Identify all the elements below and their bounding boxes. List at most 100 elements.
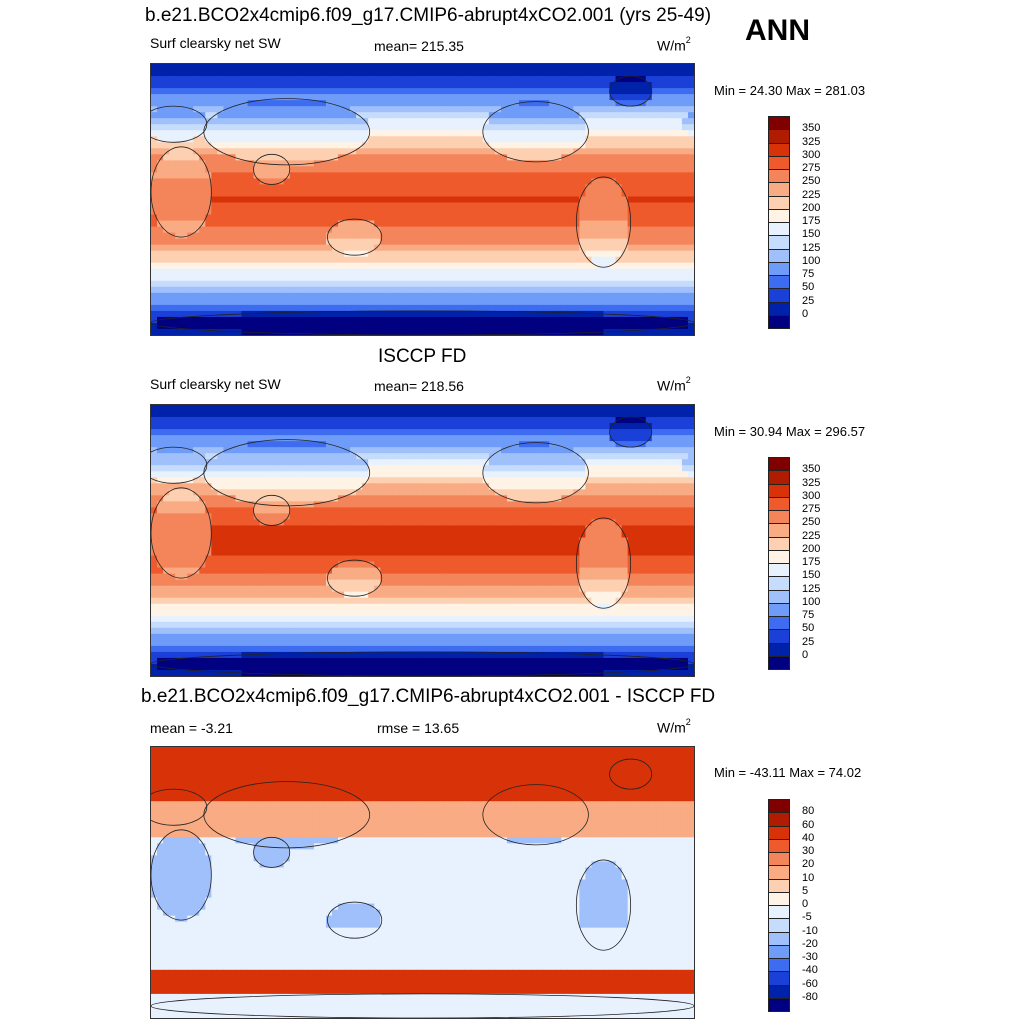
panel2-minmax: Min = 30.94 Max = 296.57 (714, 424, 866, 439)
map-cell (350, 226, 357, 234)
map-cell (344, 292, 351, 300)
map-cell (398, 298, 405, 306)
map-cell (446, 76, 454, 83)
map-cell (506, 130, 514, 137)
map-cell (416, 459, 424, 466)
map-cell (651, 232, 659, 240)
map-cell (597, 411, 605, 418)
map-cell (386, 88, 393, 95)
map-cell (500, 322, 508, 330)
map-cell (374, 232, 381, 240)
map-cell (187, 142, 194, 149)
map-cell (609, 274, 617, 282)
map-cell (579, 130, 586, 137)
map-cell (410, 459, 418, 466)
map-cell (301, 196, 309, 204)
map-cell (681, 142, 689, 149)
map-cell (531, 232, 538, 240)
map-cell (488, 196, 496, 204)
map-cell (265, 304, 273, 312)
map-cell (603, 417, 611, 424)
map-cell (295, 160, 303, 167)
map-cell (229, 190, 237, 198)
colorbar-swatch (768, 169, 790, 184)
map-cell (295, 405, 303, 412)
map-cell (519, 196, 526, 204)
map-cell (627, 238, 635, 246)
map-cell (603, 286, 611, 294)
map-cell (452, 70, 460, 77)
map-cell (404, 124, 412, 131)
map-cell (482, 184, 490, 192)
map-cell (332, 160, 339, 167)
map-cell (657, 274, 665, 282)
map-cell (555, 238, 562, 246)
map-cell (458, 172, 466, 180)
map-cell (175, 118, 182, 125)
map-cell (609, 76, 617, 83)
map-cell (452, 447, 460, 454)
map-cell (669, 238, 677, 246)
map-cell (639, 184, 647, 192)
map-cell (241, 88, 249, 95)
map-cell (163, 184, 170, 192)
map-cell (482, 441, 490, 448)
map-cell (223, 166, 231, 173)
map-cell (398, 76, 405, 83)
map-cell (235, 429, 243, 436)
map-cell (591, 202, 599, 210)
map-cell (675, 166, 683, 173)
map-cell (386, 226, 393, 234)
map-cell (392, 250, 399, 258)
map-cell (615, 298, 623, 306)
map-cell (470, 429, 478, 436)
map-cell (325, 82, 333, 89)
map-cell (555, 88, 562, 95)
map-cell (374, 298, 381, 306)
map-cell (163, 429, 170, 436)
map-cell (645, 447, 653, 454)
map-cell (313, 316, 321, 324)
map-cell (458, 256, 466, 264)
map-cell (657, 82, 665, 89)
map-cell (277, 441, 285, 448)
map-cell (410, 106, 418, 113)
map-cell (482, 298, 490, 306)
map-cell (519, 268, 526, 276)
map-cell (500, 172, 508, 180)
map-cell (440, 76, 448, 83)
map-cell (404, 166, 412, 173)
map-cell (494, 280, 502, 288)
map-cell (452, 112, 460, 119)
map-cell (404, 292, 412, 300)
map-cell (319, 190, 327, 198)
map-cell (675, 310, 683, 318)
map-cell (573, 459, 580, 466)
map-cell (193, 441, 200, 448)
map-cell (235, 118, 243, 125)
map-cell (681, 262, 689, 270)
map-cell (669, 411, 677, 418)
map-cell (488, 280, 496, 288)
map-cell (344, 82, 351, 89)
map-cell (537, 405, 544, 412)
map-cell (434, 106, 442, 113)
map-cell (344, 298, 351, 306)
map-cell (470, 70, 478, 77)
map-cell (519, 238, 526, 246)
map-cell (277, 136, 285, 143)
map-cell (621, 202, 629, 210)
map-cell (645, 232, 653, 240)
map-cell (525, 435, 532, 442)
map-cell (615, 250, 623, 258)
map-cell (639, 453, 647, 460)
map-cell (229, 106, 237, 113)
map-cell (313, 322, 321, 330)
map-cell (657, 423, 665, 430)
map-cell (506, 232, 514, 240)
map-cell (356, 441, 363, 448)
map-cell (307, 310, 315, 318)
map-cell (591, 292, 599, 300)
map-cell (446, 250, 454, 258)
map-cell (422, 202, 430, 210)
